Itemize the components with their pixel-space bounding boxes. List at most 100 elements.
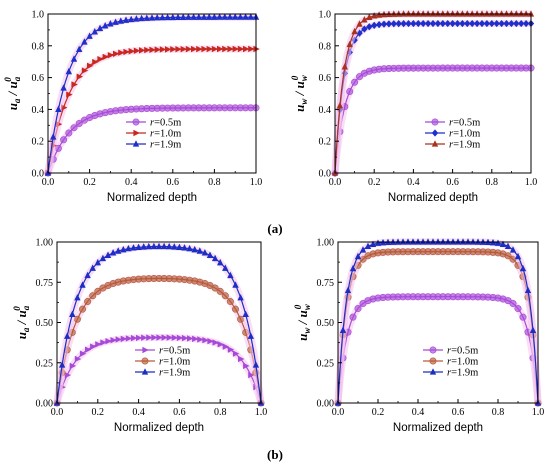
data-point — [99, 254, 107, 262]
data-point — [449, 238, 457, 245]
y-tick-label: 0.50 — [36, 318, 54, 329]
data-point — [429, 238, 437, 245]
legend-label: r=1.0m — [449, 129, 480, 140]
data-point — [248, 371, 255, 379]
data-point — [509, 246, 517, 253]
data-point — [238, 355, 245, 363]
x-tick-label: 0.4 — [125, 177, 138, 188]
legend-label: r=1.9m — [449, 140, 480, 151]
data-point — [488, 10, 495, 17]
data-point — [125, 335, 133, 342]
data-point — [454, 19, 461, 28]
series-b-right-2 — [334, 238, 542, 406]
data-point — [390, 20, 397, 28]
x-tick-label: 0.4 — [412, 407, 425, 418]
data-point — [109, 249, 117, 256]
data-point — [341, 63, 348, 70]
data-point — [70, 124, 78, 132]
data-point — [518, 10, 525, 17]
data-point — [488, 19, 495, 28]
data-point — [429, 19, 437, 28]
data-point — [508, 10, 515, 17]
data-point — [138, 14, 145, 22]
data-point — [217, 341, 224, 348]
y-tick-label: 0.4 — [32, 105, 45, 116]
data-point — [459, 19, 466, 28]
data-point — [410, 19, 417, 28]
data-point — [79, 350, 87, 357]
y-tick-label: 0.2 — [32, 137, 45, 148]
data-point — [514, 305, 522, 313]
data-point — [519, 264, 527, 272]
series-b-right-1 — [334, 248, 542, 407]
data-point — [527, 10, 535, 17]
series-halo — [331, 20, 531, 174]
data-point — [140, 243, 147, 250]
data-point — [232, 350, 240, 357]
data-point — [79, 281, 86, 288]
data-point — [369, 240, 377, 248]
legend-label: r=1.0m — [159, 357, 190, 368]
data-point — [226, 13, 234, 20]
data-point — [97, 55, 104, 63]
data-point — [69, 362, 77, 370]
data-point — [107, 20, 114, 27]
series-halo — [334, 248, 542, 404]
data-point — [232, 13, 239, 20]
legend-marker — [431, 129, 439, 137]
data-point — [248, 45, 255, 53]
legend-marker — [429, 357, 437, 365]
data-point — [356, 20, 363, 27]
data-point — [146, 334, 153, 341]
data-point — [336, 101, 344, 109]
data-point — [371, 21, 378, 29]
data-point — [122, 16, 130, 23]
data-point — [130, 334, 138, 342]
data-point — [180, 13, 187, 20]
data-point — [169, 13, 176, 21]
data-point — [187, 335, 194, 342]
y-tick-label: 0.75 — [36, 278, 54, 289]
data-point — [141, 334, 148, 341]
data-point — [483, 19, 491, 28]
data-point — [227, 271, 234, 279]
legend-marker — [141, 368, 149, 375]
series-a-right-1 — [331, 19, 535, 177]
data-point — [185, 45, 193, 53]
data-point — [405, 10, 412, 17]
x-tick-label: 0.0 — [329, 177, 342, 188]
data-point — [444, 10, 451, 17]
y-tick-label: 0.6 — [32, 73, 45, 84]
data-point — [55, 105, 62, 112]
data-point — [519, 313, 527, 321]
data-point — [415, 10, 422, 17]
data-point — [81, 38, 88, 45]
x-tick-label: 0.2 — [92, 407, 105, 418]
legend-marker — [132, 118, 140, 126]
data-point — [424, 238, 432, 245]
data-point — [444, 238, 452, 245]
data-point — [424, 10, 432, 17]
data-point — [128, 15, 135, 23]
legend-label: r=1.0m — [447, 357, 478, 368]
data-point — [123, 48, 130, 56]
x-axis-label: Normalized depth — [393, 422, 483, 434]
data-point — [154, 46, 161, 53]
data-point — [125, 244, 132, 252]
data-point — [90, 343, 97, 350]
legend-marker — [133, 129, 140, 137]
data-point — [191, 245, 198, 253]
data-point — [60, 84, 67, 91]
data-point — [148, 14, 156, 21]
x-axis-label: Normalized depth — [388, 192, 478, 204]
data-point — [206, 251, 214, 258]
data-point — [385, 20, 393, 28]
x-tick-label: 0.8 — [214, 407, 227, 418]
series-halo — [331, 10, 531, 174]
legend: r=0.5mr=1.0mr=1.9m — [135, 346, 190, 379]
data-point — [459, 10, 466, 17]
data-point — [191, 45, 198, 53]
data-point — [420, 19, 427, 28]
x-tick-label: 0.6 — [446, 177, 459, 188]
y-tick-label: 1.00 — [317, 238, 335, 249]
